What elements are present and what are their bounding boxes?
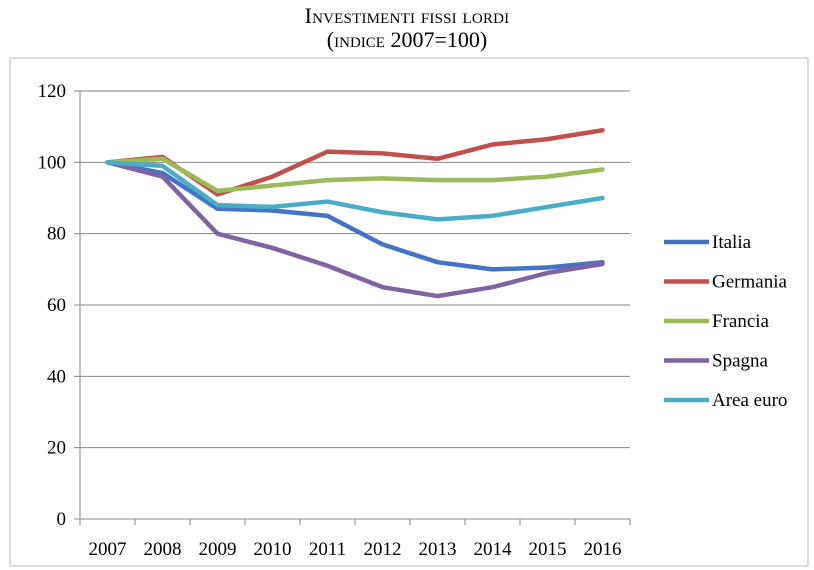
x-tick-label: 2009 <box>199 539 237 560</box>
x-tick-label: 2015 <box>529 539 567 560</box>
x-tick-label: 2014 <box>474 539 513 560</box>
y-tick-label: 20 <box>47 438 66 459</box>
y-tick-labels: 0 20 40 60 80 100 120 <box>38 81 67 530</box>
series-line-italia <box>105 160 605 272</box>
legend-label-germania: Germania <box>712 272 787 293</box>
axes <box>74 90 631 525</box>
legend-label-francia: Francia <box>712 311 770 332</box>
series-lines <box>105 127 605 299</box>
y-tick-label: 100 <box>38 152 67 173</box>
x-tick-label: 2007 <box>89 539 127 560</box>
y-tick-label: 0 <box>57 509 67 530</box>
x-tick-label: 2008 <box>144 539 182 560</box>
legend-label-italia: Italia <box>712 232 752 253</box>
y-tick-label: 40 <box>47 366 66 387</box>
series-line-spagna <box>105 160 605 299</box>
x-tick-label: 2012 <box>364 539 402 560</box>
x-tick-label: 2011 <box>309 539 346 560</box>
x-tick-labels: 2007 2008 2009 2010 2011 2012 2013 2014 2015 2016 <box>89 539 622 560</box>
chart-title: Investimenti fissi lordi <box>304 3 510 28</box>
legend: Italia Germania Francia Spagna Area euro <box>664 232 787 411</box>
chart-frame <box>9 57 809 567</box>
series-line-area-euro <box>105 160 605 222</box>
legend-label-spagna: Spagna <box>712 351 769 372</box>
x-tick-label: 2013 <box>419 539 457 560</box>
x-tick-label: 2016 <box>584 539 622 560</box>
legend-label-area-euro: Area euro <box>712 390 787 411</box>
x-tick-label: 2010 <box>254 539 292 560</box>
series-line-francia <box>105 156 605 194</box>
y-tick-label: 80 <box>47 224 66 245</box>
y-tick-label: 120 <box>38 81 67 102</box>
chart-title-block: Investimenti fissi lordi (indice 2007=10… <box>0 4 814 52</box>
y-tick-label: 60 <box>47 295 66 316</box>
chart-subtitle: (indice 2007=100) <box>326 27 488 52</box>
